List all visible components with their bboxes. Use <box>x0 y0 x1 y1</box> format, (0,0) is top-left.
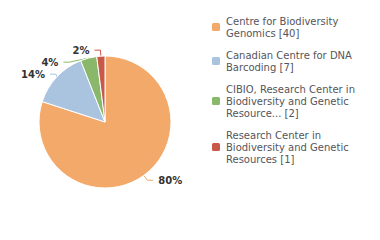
svg-text:Genomics [40]: Genomics [40] <box>226 28 299 39</box>
svg-text:80%: 80% <box>158 175 182 186</box>
svg-text:Resources [1]: Resources [1] <box>226 154 295 165</box>
svg-text:Canadian Centre for DNA: Canadian Centre for DNA <box>226 50 352 61</box>
svg-text:Biodiversity and Genetic: Biodiversity and Genetic <box>226 96 349 107</box>
svg-text:14%: 14% <box>21 69 45 80</box>
svg-text:CIBIO, Research Center in: CIBIO, Research Center in <box>226 84 355 95</box>
svg-text:Research Center in: Research Center in <box>226 130 321 141</box>
svg-text:Centre for Biodiversity: Centre for Biodiversity <box>226 16 339 27</box>
svg-text:Barcoding [7]: Barcoding [7] <box>226 62 294 73</box>
svg-text:Resource... [2]: Resource... [2] <box>226 108 299 119</box>
svg-text:Biodiversity and Genetic: Biodiversity and Genetic <box>226 142 349 153</box>
svg-text:2%: 2% <box>72 45 89 56</box>
svg-text:4%: 4% <box>41 57 58 68</box>
